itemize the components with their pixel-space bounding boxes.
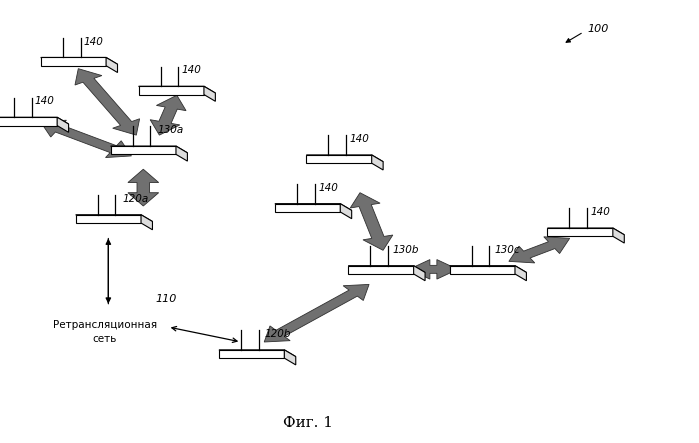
Text: 140: 140	[591, 207, 610, 217]
Polygon shape	[0, 117, 69, 124]
Polygon shape	[509, 237, 570, 263]
Text: 140: 140	[182, 65, 201, 75]
Text: 100: 100	[587, 24, 609, 34]
Polygon shape	[547, 228, 613, 236]
Polygon shape	[75, 215, 141, 223]
Polygon shape	[106, 58, 117, 73]
Polygon shape	[547, 228, 624, 235]
Polygon shape	[41, 58, 117, 64]
Polygon shape	[613, 228, 624, 243]
Circle shape	[43, 331, 96, 365]
Polygon shape	[275, 204, 352, 210]
Polygon shape	[219, 350, 296, 357]
Polygon shape	[264, 284, 369, 342]
Text: 120b: 120b	[264, 329, 291, 339]
Text: 130a: 130a	[157, 125, 184, 135]
Circle shape	[66, 290, 129, 330]
Circle shape	[31, 303, 101, 348]
Polygon shape	[41, 120, 131, 158]
Polygon shape	[110, 146, 176, 154]
Polygon shape	[275, 204, 340, 212]
Polygon shape	[284, 350, 296, 365]
Polygon shape	[0, 117, 57, 125]
Text: 130b: 130b	[393, 245, 419, 255]
Polygon shape	[41, 58, 106, 66]
Text: Фиг. 1: Фиг. 1	[282, 416, 333, 430]
Polygon shape	[128, 169, 159, 206]
Text: 140: 140	[35, 96, 55, 106]
Polygon shape	[449, 266, 515, 274]
Polygon shape	[350, 193, 393, 250]
Polygon shape	[138, 86, 204, 94]
Polygon shape	[219, 350, 284, 358]
Polygon shape	[204, 86, 215, 101]
Text: 140: 140	[84, 36, 103, 47]
Polygon shape	[75, 215, 152, 222]
Text: 120a: 120a	[122, 194, 149, 204]
Polygon shape	[176, 146, 187, 161]
Polygon shape	[340, 204, 352, 219]
Polygon shape	[75, 69, 140, 135]
Polygon shape	[150, 95, 186, 135]
Text: 110: 110	[156, 294, 178, 304]
Polygon shape	[348, 266, 414, 274]
Polygon shape	[138, 86, 215, 93]
Text: Ретрансляционная
сеть: Ретрансляционная сеть	[53, 320, 157, 344]
Polygon shape	[141, 215, 152, 230]
Polygon shape	[110, 146, 187, 153]
Polygon shape	[306, 155, 383, 162]
Polygon shape	[348, 266, 425, 272]
Circle shape	[122, 333, 175, 367]
Circle shape	[80, 339, 136, 374]
Polygon shape	[306, 155, 372, 163]
Polygon shape	[515, 266, 526, 281]
Circle shape	[131, 315, 187, 350]
Text: 140: 140	[318, 183, 338, 193]
Polygon shape	[414, 266, 425, 281]
Polygon shape	[57, 117, 69, 132]
Polygon shape	[449, 266, 526, 272]
Text: 140: 140	[350, 134, 369, 144]
Polygon shape	[409, 260, 458, 279]
Text: 130c: 130c	[494, 245, 520, 255]
Circle shape	[107, 297, 166, 334]
Polygon shape	[372, 155, 383, 170]
